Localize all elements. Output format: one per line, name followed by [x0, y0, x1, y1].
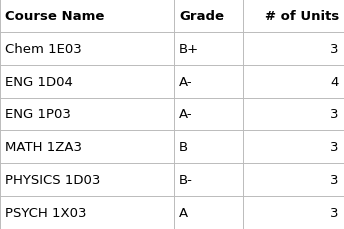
Text: PSYCH 1X03: PSYCH 1X03	[5, 206, 87, 219]
Text: Grade: Grade	[179, 10, 224, 23]
Text: Course Name: Course Name	[5, 10, 105, 23]
Text: B: B	[179, 141, 188, 154]
Text: 3: 3	[330, 173, 339, 186]
Text: B-: B-	[179, 173, 193, 186]
Text: A-: A-	[179, 108, 193, 121]
Text: 3: 3	[330, 206, 339, 219]
Text: Chem 1E03: Chem 1E03	[5, 43, 82, 56]
Text: ENG 1D04: ENG 1D04	[5, 75, 73, 88]
Text: # of Units: # of Units	[265, 10, 339, 23]
Text: 3: 3	[330, 108, 339, 121]
Text: ENG 1P03: ENG 1P03	[5, 108, 71, 121]
Text: 3: 3	[330, 43, 339, 56]
Text: PHYSICS 1D03: PHYSICS 1D03	[5, 173, 100, 186]
Text: MATH 1ZA3: MATH 1ZA3	[5, 141, 82, 154]
Text: 4: 4	[331, 75, 339, 88]
Text: B+: B+	[179, 43, 199, 56]
Text: A: A	[179, 206, 188, 219]
Text: 3: 3	[330, 141, 339, 154]
Text: A-: A-	[179, 75, 193, 88]
